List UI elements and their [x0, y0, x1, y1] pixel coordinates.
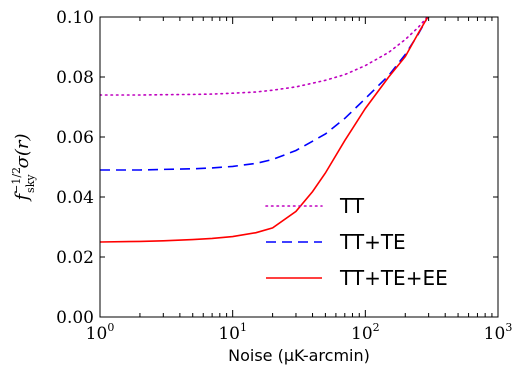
y-tick-label: 0.04: [56, 188, 94, 208]
legend: TT TT+TE TT+TE+EE: [265, 194, 448, 290]
legend-label: TT+TE: [339, 230, 406, 254]
legend-label: TT: [339, 194, 365, 218]
legend-label: TT+TE+EE: [339, 266, 448, 290]
labels-layer: Noise (μK-arcmin) f−1/2skyσ(r): [10, 133, 370, 365]
y-tick-label: 0.02: [56, 248, 94, 268]
series-layer: [100, 17, 429, 243]
x-tick-label: 101: [218, 321, 247, 344]
x-tick-label: 102: [351, 321, 380, 344]
x-axis-label: Noise (μK-arcmin): [228, 346, 370, 365]
x-tick-label: 103: [484, 321, 513, 344]
y-tick-label: 0.00: [56, 308, 94, 328]
y-tick-label: 0.10: [56, 8, 94, 28]
ticks-layer: 0.00 0.02 0.04 0.06 0.08 0.10 100 101 102 103: [56, 8, 512, 344]
x-tick-label: 100: [86, 321, 115, 344]
y-tick-label: 0.08: [56, 68, 94, 88]
series-line-tt-te-ee: [100, 17, 429, 243]
series-line-tt: [100, 17, 429, 96]
series-line-tt-te: [100, 17, 429, 171]
y-axis-label: f−1/2skyσ(r): [10, 133, 37, 202]
axes-frame: [99, 16, 499, 318]
y-tick-label: 0.06: [56, 128, 94, 148]
